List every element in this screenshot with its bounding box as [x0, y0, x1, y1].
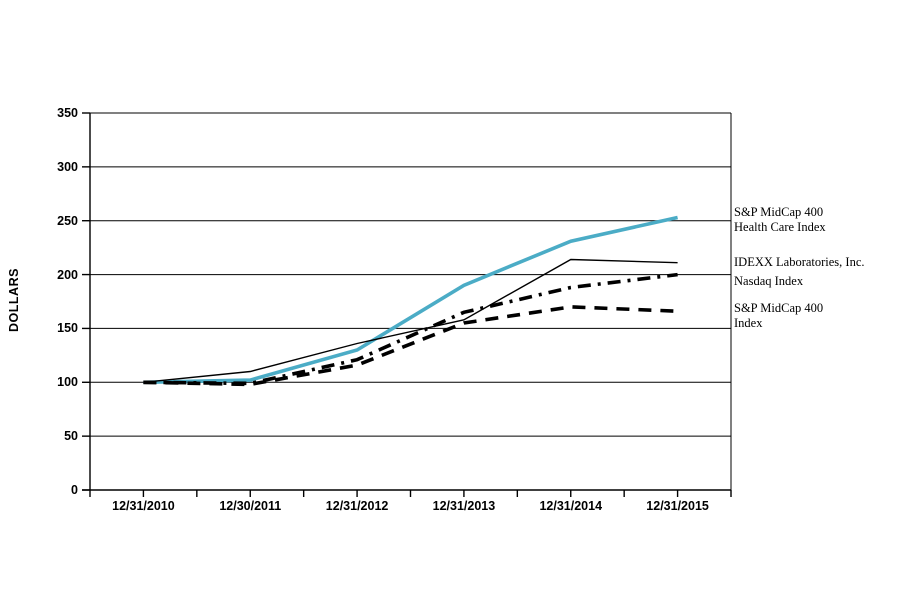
y-tick-label-300: 300 — [57, 159, 78, 174]
x-tick-label-3: 12/31/2013 — [432, 499, 496, 513]
legend-item-2: Nasdaq Index — [734, 274, 804, 288]
series-line-2 — [143, 272, 678, 386]
x-tick-label-2: 12/31/2012 — [325, 499, 389, 513]
y-tick-label-50: 50 — [64, 429, 78, 444]
x-tick-label-0: 12/31/2010 — [112, 499, 175, 513]
x-tick-label-1: 12/30/2011 — [219, 499, 282, 513]
series-line-0 — [143, 215, 678, 385]
x-tick-label-5: 12/31/2015 — [646, 499, 709, 513]
x-tick-label-4: 12/31/2014 — [539, 499, 603, 513]
y-tick-label-150: 150 — [57, 321, 78, 336]
legend-item-1: IDEXX Laboratories, Inc. — [734, 255, 865, 269]
series-line-3 — [143, 305, 678, 387]
y-tick-label-350: 350 — [57, 106, 78, 120]
y-tick-label-0: 0 — [71, 483, 78, 497]
series-line-1 — [143, 258, 678, 383]
y-tick-label-100: 100 — [57, 375, 78, 390]
legend-item-3: S&P MidCap 400 Index — [734, 301, 824, 330]
y-tick-label-250: 250 — [57, 213, 78, 228]
y-axis-title: DOLLARS — [7, 268, 21, 332]
y-tick-label-200: 200 — [57, 267, 78, 282]
legend-item-0: S&P MidCap 400 Health Care Index — [734, 205, 826, 234]
